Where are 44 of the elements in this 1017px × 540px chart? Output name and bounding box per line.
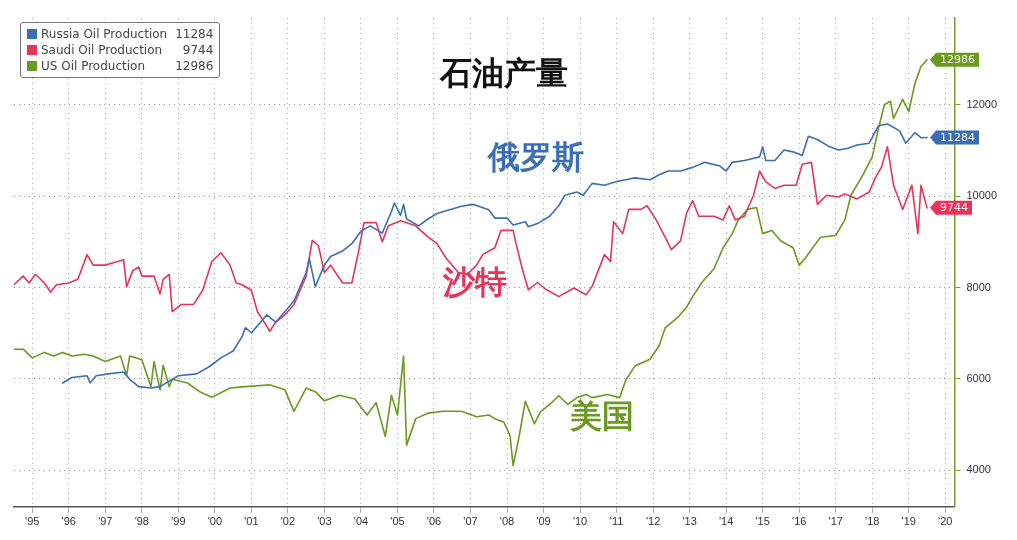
x-tick-label: '99 [171, 515, 186, 528]
annotation: 美国 [568, 397, 634, 436]
x-tick-label: '09 [536, 515, 551, 528]
text: 石油产量 [439, 54, 569, 93]
x-tick-label: '12 [645, 515, 661, 528]
x-tick-label: '00 [207, 515, 223, 528]
legend-label: Russia Oil Production [41, 26, 168, 42]
x-tick-label: '15 [755, 515, 770, 528]
x-tick-label: '03 [317, 515, 332, 528]
x-tick-label: '20 [938, 515, 953, 528]
y-tick-label: 8000 [966, 280, 991, 293]
x-tick-label: '10 [572, 515, 588, 528]
y-tick-label: 4000 [966, 463, 991, 476]
x-tick-label: '08 [499, 515, 515, 528]
legend-label: US Oil Production [41, 58, 146, 74]
annotation: 俄罗斯 [486, 138, 584, 177]
text: 11284 [175, 27, 214, 41]
legend-label: Saudi Oil Production [41, 42, 164, 58]
x-tick-label: '18 [865, 515, 880, 528]
data-label: 11284 [940, 130, 976, 144]
y-tick-label: 6000 [966, 371, 991, 384]
x-tick-label: '17 [828, 515, 843, 528]
x-tick-label: '16 [792, 515, 807, 528]
x-tick-label: '95 [25, 515, 40, 528]
x-tick-label: '96 [61, 515, 76, 528]
annotation: 沙特 [441, 262, 507, 301]
y-tick-label: 12000 [966, 97, 998, 110]
text: 9744 [182, 43, 214, 57]
x-tick-label: '05 [390, 515, 405, 528]
x-tick-label: '02 [280, 515, 296, 528]
x-tick-label: '97 [98, 515, 113, 528]
x-tick-label: '14 [718, 515, 734, 528]
text: 12986 [175, 59, 214, 73]
x-tick-label: '06 [426, 515, 442, 528]
x-tick-label: '01 [244, 515, 259, 528]
y-tick-label: 10000 [966, 189, 998, 202]
x-tick-label: '04 [353, 515, 369, 528]
data-label: 9744 [940, 201, 969, 215]
x-tick-label: '19 [901, 515, 916, 528]
x-tick-label: '11 [609, 515, 624, 528]
x-tick-label: '07 [463, 515, 478, 528]
x-tick-label: '98 [134, 515, 149, 528]
data-label: 12986 [940, 53, 976, 67]
x-tick-label: '13 [682, 515, 697, 528]
